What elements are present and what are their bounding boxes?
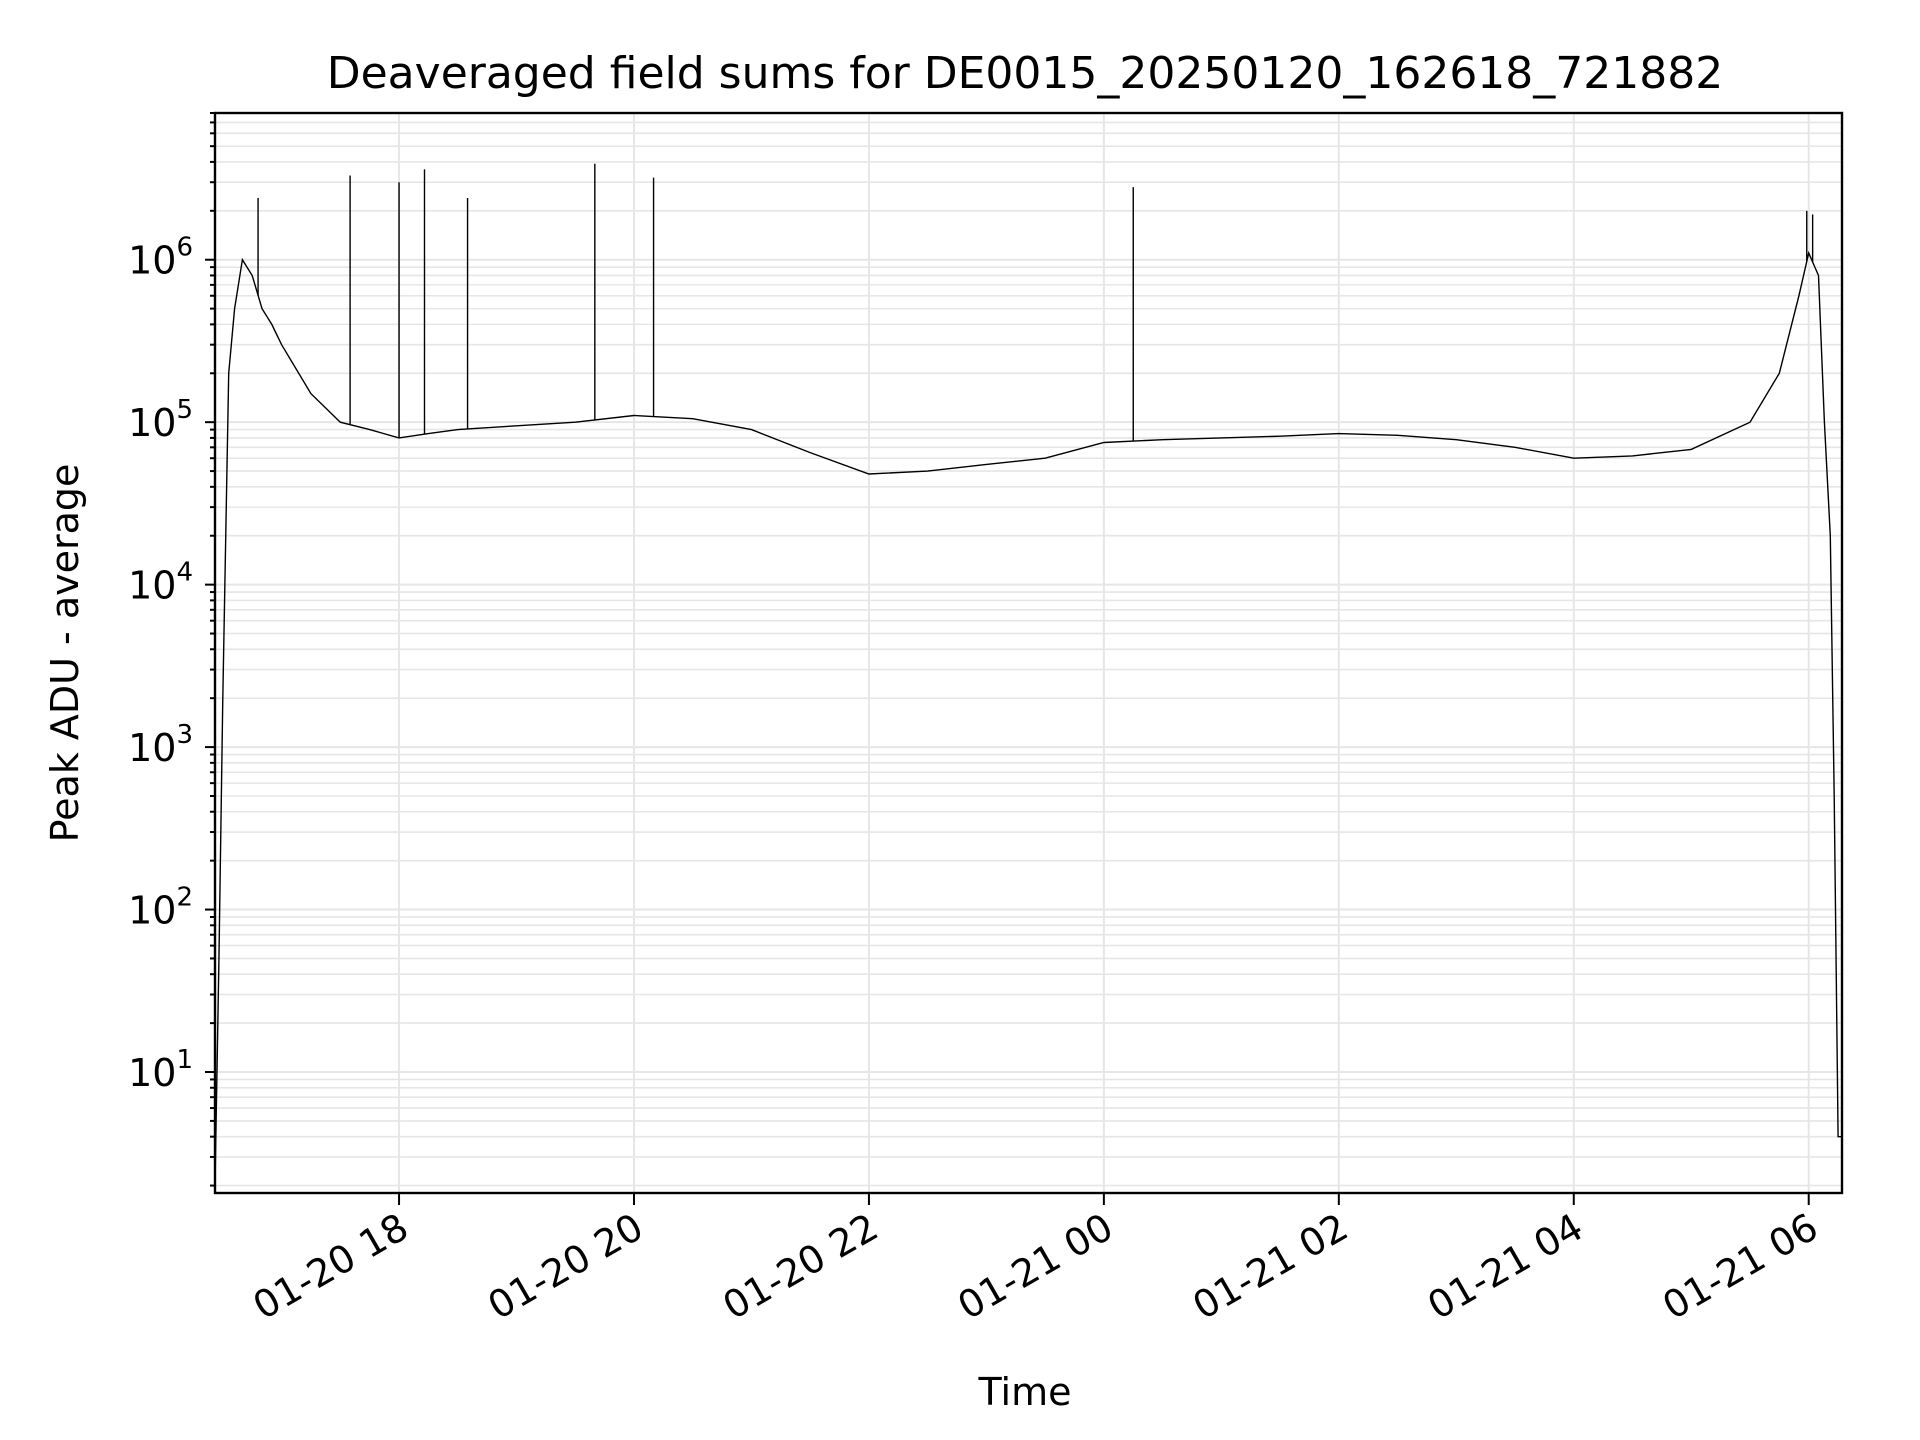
x-tick-label: 01-20 18	[246, 1205, 416, 1329]
y-tick-label: 101	[128, 1045, 193, 1095]
y-tick-label-base: 10	[128, 401, 176, 445]
x-tick-label: 01-21 00	[950, 1205, 1120, 1329]
x-tick-label: 01-21 06	[1655, 1205, 1825, 1329]
x-tick-label: 01-21 04	[1420, 1205, 1590, 1329]
x-tick-label: 01-20 22	[715, 1205, 885, 1329]
series-layer	[214, 163, 1842, 1186]
x-axis-label: Time	[978, 1370, 1072, 1414]
grid-layer	[215, 112, 1842, 1193]
y-tick-label-exponent: 6	[176, 233, 193, 263]
y-axis-label: Peak ADU - average	[43, 464, 87, 843]
y-tick-label-exponent: 3	[176, 720, 193, 750]
y-tick-label: 104	[128, 558, 193, 608]
y-tick-label-base: 10	[128, 239, 176, 283]
y-tick-label-exponent: 2	[176, 883, 193, 913]
y-tick-label-base: 10	[128, 889, 176, 933]
series-line	[214, 250, 1842, 1186]
x-tick-label: 01-21 02	[1185, 1205, 1355, 1329]
chart-title: Deaveraged field sums for DE0015_2025012…	[327, 48, 1724, 99]
y-tick-label-exponent: 1	[176, 1045, 193, 1075]
y-tick-label-base: 10	[128, 1051, 176, 1095]
y-tick-label-exponent: 5	[176, 395, 193, 425]
y-tick-label-exponent: 4	[176, 558, 193, 588]
plot-frame	[213, 111, 1844, 1195]
y-tick-label: 105	[128, 395, 193, 445]
y-tick-label-base: 10	[128, 726, 176, 770]
y-tick-label: 102	[128, 883, 193, 933]
y-tick-label: 103	[128, 720, 193, 770]
x-tick-label: 01-20 20	[481, 1205, 651, 1329]
y-tick-label: 106	[128, 233, 193, 283]
y-tick-label-base: 10	[128, 564, 176, 608]
